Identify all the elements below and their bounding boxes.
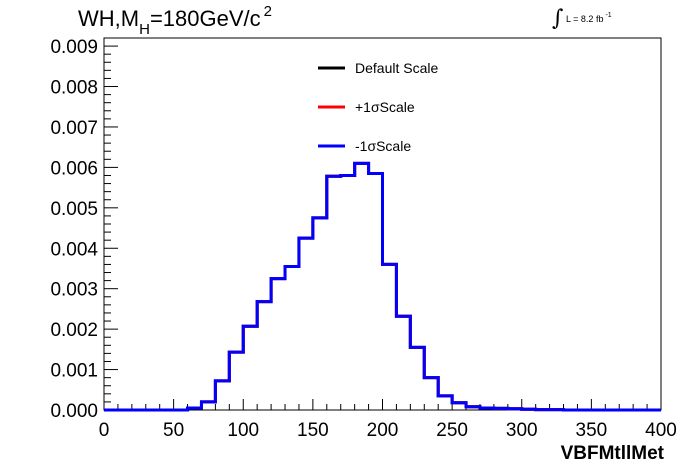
y-tick-label: 0.009: [50, 37, 98, 58]
x-tick-label: 250: [436, 420, 468, 441]
luminosity-label: ∫ L = 8.2 fb -1: [552, 6, 612, 31]
x-tick-label: 150: [297, 420, 329, 441]
x-tick-label: 0: [99, 420, 110, 441]
integral-sign: ∫: [552, 6, 564, 31]
y-tick-label: 0.002: [50, 320, 98, 341]
y-axis-ticks: 0.000 0.001 0.002 0.003 0.004 0.005 0.006 0.007…: [50, 37, 118, 422]
series-layer: [104, 161, 661, 412]
x-axis-ticks: 0 50 100 150 200 250 300 350 400: [99, 399, 677, 441]
legend-entry: Default Scale: [355, 60, 438, 76]
y-tick-label: 0.003: [50, 280, 98, 301]
chart-title: WH,MH=180GeV/c 2: [78, 3, 272, 38]
x-tick-label: 300: [506, 420, 538, 441]
y-tick-label: 0.007: [50, 118, 98, 139]
title-main: WH,M: [78, 6, 140, 31]
luminosity-superscript: -1: [605, 12, 612, 19]
title-rest: =180GeV/c: [149, 6, 261, 31]
luminosity-text: L = 8.2 fb: [566, 14, 604, 24]
x-tick-label: 50: [163, 420, 184, 441]
legend-entry: -1σScale: [355, 138, 411, 154]
title-subscript: H: [139, 21, 150, 38]
x-tick-label: 350: [576, 420, 608, 441]
x-axis-label: VBFMtllMet: [560, 443, 664, 464]
y-tick-label: 0.004: [50, 239, 98, 260]
y-tick-label: 0.008: [50, 78, 98, 99]
x-tick-label: 200: [367, 420, 399, 441]
y-tick-label: 0.001: [50, 361, 98, 382]
y-tick-label: 0.006: [50, 158, 98, 179]
y-tick-label: 0.005: [50, 199, 98, 220]
x-tick-label: 100: [227, 420, 259, 441]
title-superscript: 2: [263, 3, 272, 20]
legend-entry: +1σScale: [355, 99, 415, 115]
series--1-scale-line: [104, 161, 661, 412]
legend: Default Scale +1σScale -1σScale: [318, 60, 438, 154]
x-tick-label: 400: [645, 420, 677, 441]
y-tick-label: 0.000: [50, 401, 98, 422]
